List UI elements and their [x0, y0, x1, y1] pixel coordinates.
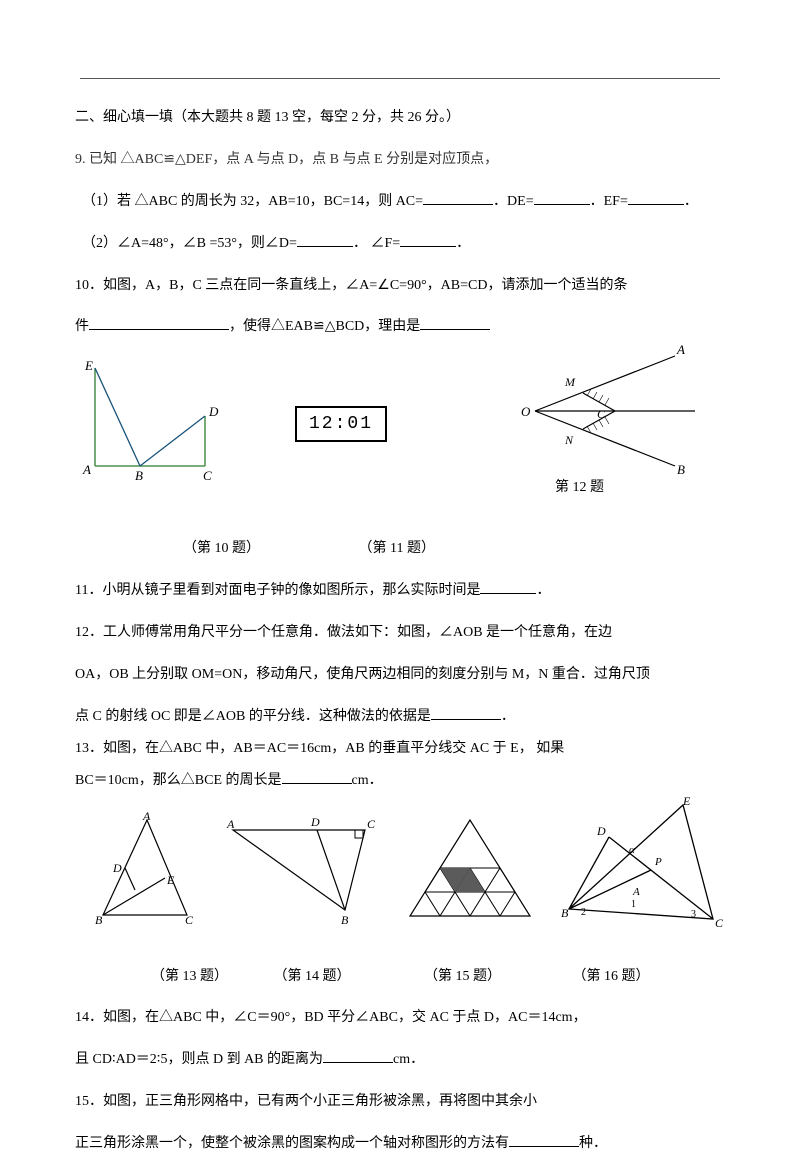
q14a: 且 CD∶AD＝2∶5，则点 D 到 AB 的距离为 — [75, 1052, 323, 1067]
q15-figure — [395, 810, 545, 930]
q9-1c: ．EF= — [590, 194, 628, 209]
l-C: C — [715, 916, 724, 930]
l-B: B — [561, 906, 569, 920]
q13b: cm． — [352, 773, 383, 788]
q13-figure: A B C D E — [85, 810, 205, 930]
section-header: 二、细心填一填（本大题共 8 题 13 空，每空 2 分，共 26 分。） — [75, 105, 725, 131]
q12-line1: 12．工人师傅常用角尺平分一个任意角．做法如下：如图，∠AOB 是一个任意角，在… — [75, 620, 725, 646]
q9-stem: 9. 已知 △ABC≌△DEF，点 A 与点 D，点 B 与点 E 分别是对应顶… — [75, 147, 725, 173]
blank — [480, 579, 536, 594]
label-B: B — [135, 468, 143, 483]
q10-2a: 件 — [75, 319, 89, 334]
q13a: BC＝10cm，那么△BCE 的周长是 — [75, 773, 282, 788]
blank — [534, 190, 590, 205]
cap10: （第 10 题） — [183, 536, 260, 562]
lab-M: M — [564, 375, 576, 389]
lab-B: B — [677, 462, 685, 477]
lab-A: A — [676, 342, 685, 357]
label-A: A — [82, 462, 91, 477]
q15b: 种． — [579, 1136, 607, 1151]
l-B: B — [95, 913, 103, 927]
q10-2b: ，使得△EAB≌△BCD，理由是 — [229, 319, 420, 334]
cap16: （第 16 题） — [573, 964, 650, 990]
q13-line2: BC＝10cm，那么△BCE 的周长是 cm． — [75, 768, 725, 794]
label-C: C — [203, 468, 212, 483]
q9-part2: （2）∠A=48°，∠B =53°，则∠D= ． ∠F= ． — [75, 231, 725, 257]
q12-caption: 第 12 题 — [555, 476, 604, 496]
q15-line1: 15．如图，正三角形网格中，已有两个小正三角形被涂黑，再将图中其余小 — [75, 1089, 725, 1115]
blank — [423, 190, 493, 205]
blank — [420, 315, 490, 330]
caption-row-2: （第 13 题） （第 14 题） （第 15 题） （第 16 题） — [75, 964, 725, 990]
l-P: P — [654, 856, 662, 868]
page: 二、细心填一填（本大题共 8 题 13 空，每空 2 分，共 26 分。） 9.… — [0, 0, 800, 1132]
l-D: D — [596, 824, 606, 838]
l-al: α — [629, 844, 635, 856]
l-C: C — [185, 913, 194, 927]
q14-line2: 且 CD∶AD＝2∶5，则点 D 到 AB 的距离为 cm． — [75, 1047, 725, 1073]
l-C: C — [367, 817, 376, 831]
cap11: （第 11 题） — [359, 536, 435, 562]
q12-line3: 点 C 的射线 OC 即是∠AOB 的平分线．这种做法的依据是． — [75, 704, 725, 730]
blank — [89, 315, 229, 330]
l-2: 2 — [581, 907, 586, 918]
q16-figure: B C E D A P α 1 2 3 — [555, 795, 725, 935]
q9-text: 已知 △ABC≌△DEF，点 A 与点 D，点 B 与点 E 分别是对应顶点， — [89, 152, 498, 167]
q14-line1: 14．如图，在△ABC 中，∠C＝90°，BD 平分∠ABC，交 AC 于点 D… — [75, 1005, 725, 1031]
blank — [297, 232, 353, 247]
q12l3: 点 C 的射线 OC 即是∠AOB 的平分线．这种做法的依据是 — [75, 709, 431, 724]
q14-figure: A B C D — [215, 810, 385, 930]
q10-line1: 10．如图，A，B，C 三点在同一条直线上，∠A=∠C=90°，AB=CD，请添… — [75, 273, 725, 299]
q15-line2: 正三角形涂黑一个，使整个被涂黑的图案构成一个轴对称图形的方法有 种． — [75, 1131, 725, 1157]
q11-text: 11．小明从镜子里看到对面电子钟的像如图所示，那么实际时间是． — [75, 578, 725, 604]
q9-2a: （2）∠A=48°，∠B =53°，则∠D= — [89, 236, 297, 251]
caption-row-1: （第 10 题） （第 11 题） — [75, 536, 725, 562]
l-E: E — [682, 795, 691, 808]
l-B: B — [341, 913, 349, 927]
blank — [282, 769, 352, 784]
lab-C: C — [597, 407, 606, 421]
clock-text: 12:01 — [309, 414, 373, 434]
q9-1a: （1）若 △ABC 的周长为 32，AB=10，BC=14，则 AC= — [89, 194, 423, 209]
q9-2b: ． ∠F= — [353, 236, 400, 251]
q13-line1: 13．如图，在△ABC 中，AB＝AC＝16cm，AB 的垂直平分线交 AC 于… — [75, 736, 725, 762]
q12-figure: O A B C M N — [505, 336, 705, 486]
q9-2c: ． — [456, 236, 470, 251]
l-E: E — [166, 873, 175, 887]
lab-N: N — [564, 433, 574, 447]
q11-clock-box: 12:01 — [295, 406, 387, 442]
cap15: （第 15 题） — [424, 964, 501, 990]
blank — [509, 1132, 579, 1147]
l-3: 3 — [691, 909, 696, 920]
blank — [400, 232, 456, 247]
l-D: D — [112, 861, 122, 875]
cap14: （第 14 题） — [274, 964, 351, 990]
cap13: （第 13 题） — [151, 964, 228, 990]
q9-num: 9. — [75, 152, 86, 167]
q11t: 11．小明从镜子里看到对面电子钟的像如图所示，那么实际时间是 — [75, 583, 480, 598]
q10-figure: A B C D E — [75, 356, 225, 486]
l-D: D — [310, 815, 320, 829]
q14b: cm． — [393, 1052, 424, 1067]
label-E: E — [84, 358, 93, 373]
figure-row-2: A B C D E A B C D B — [75, 810, 725, 940]
l-1: 1 — [631, 899, 636, 910]
label-D: D — [208, 404, 219, 419]
l-A: A — [632, 886, 640, 898]
q9-part1: （1）若 △ABC 的周长为 32，AB=10，BC=14，则 AC= ．DE= ．… — [75, 189, 725, 215]
q15a: 正三角形涂黑一个，使整个被涂黑的图案构成一个轴对称图形的方法有 — [75, 1136, 509, 1151]
lab-O: O — [521, 404, 531, 419]
q12-line2: OA，OB 上分别取 OM=ON，移动角尺，使角尺两边相同的刻度分别与 M，N … — [75, 662, 725, 688]
blank — [323, 1048, 393, 1063]
q9-1d: ． — [684, 194, 698, 209]
blank — [628, 190, 684, 205]
q9-1b: ．DE= — [493, 194, 534, 209]
figure-row-1: A B C D E 12:01 O A B C M N 第 12 题 — [75, 356, 725, 506]
l-A: A — [142, 810, 151, 823]
blank — [431, 705, 501, 720]
top-divider — [80, 78, 720, 79]
l-A: A — [226, 817, 235, 831]
